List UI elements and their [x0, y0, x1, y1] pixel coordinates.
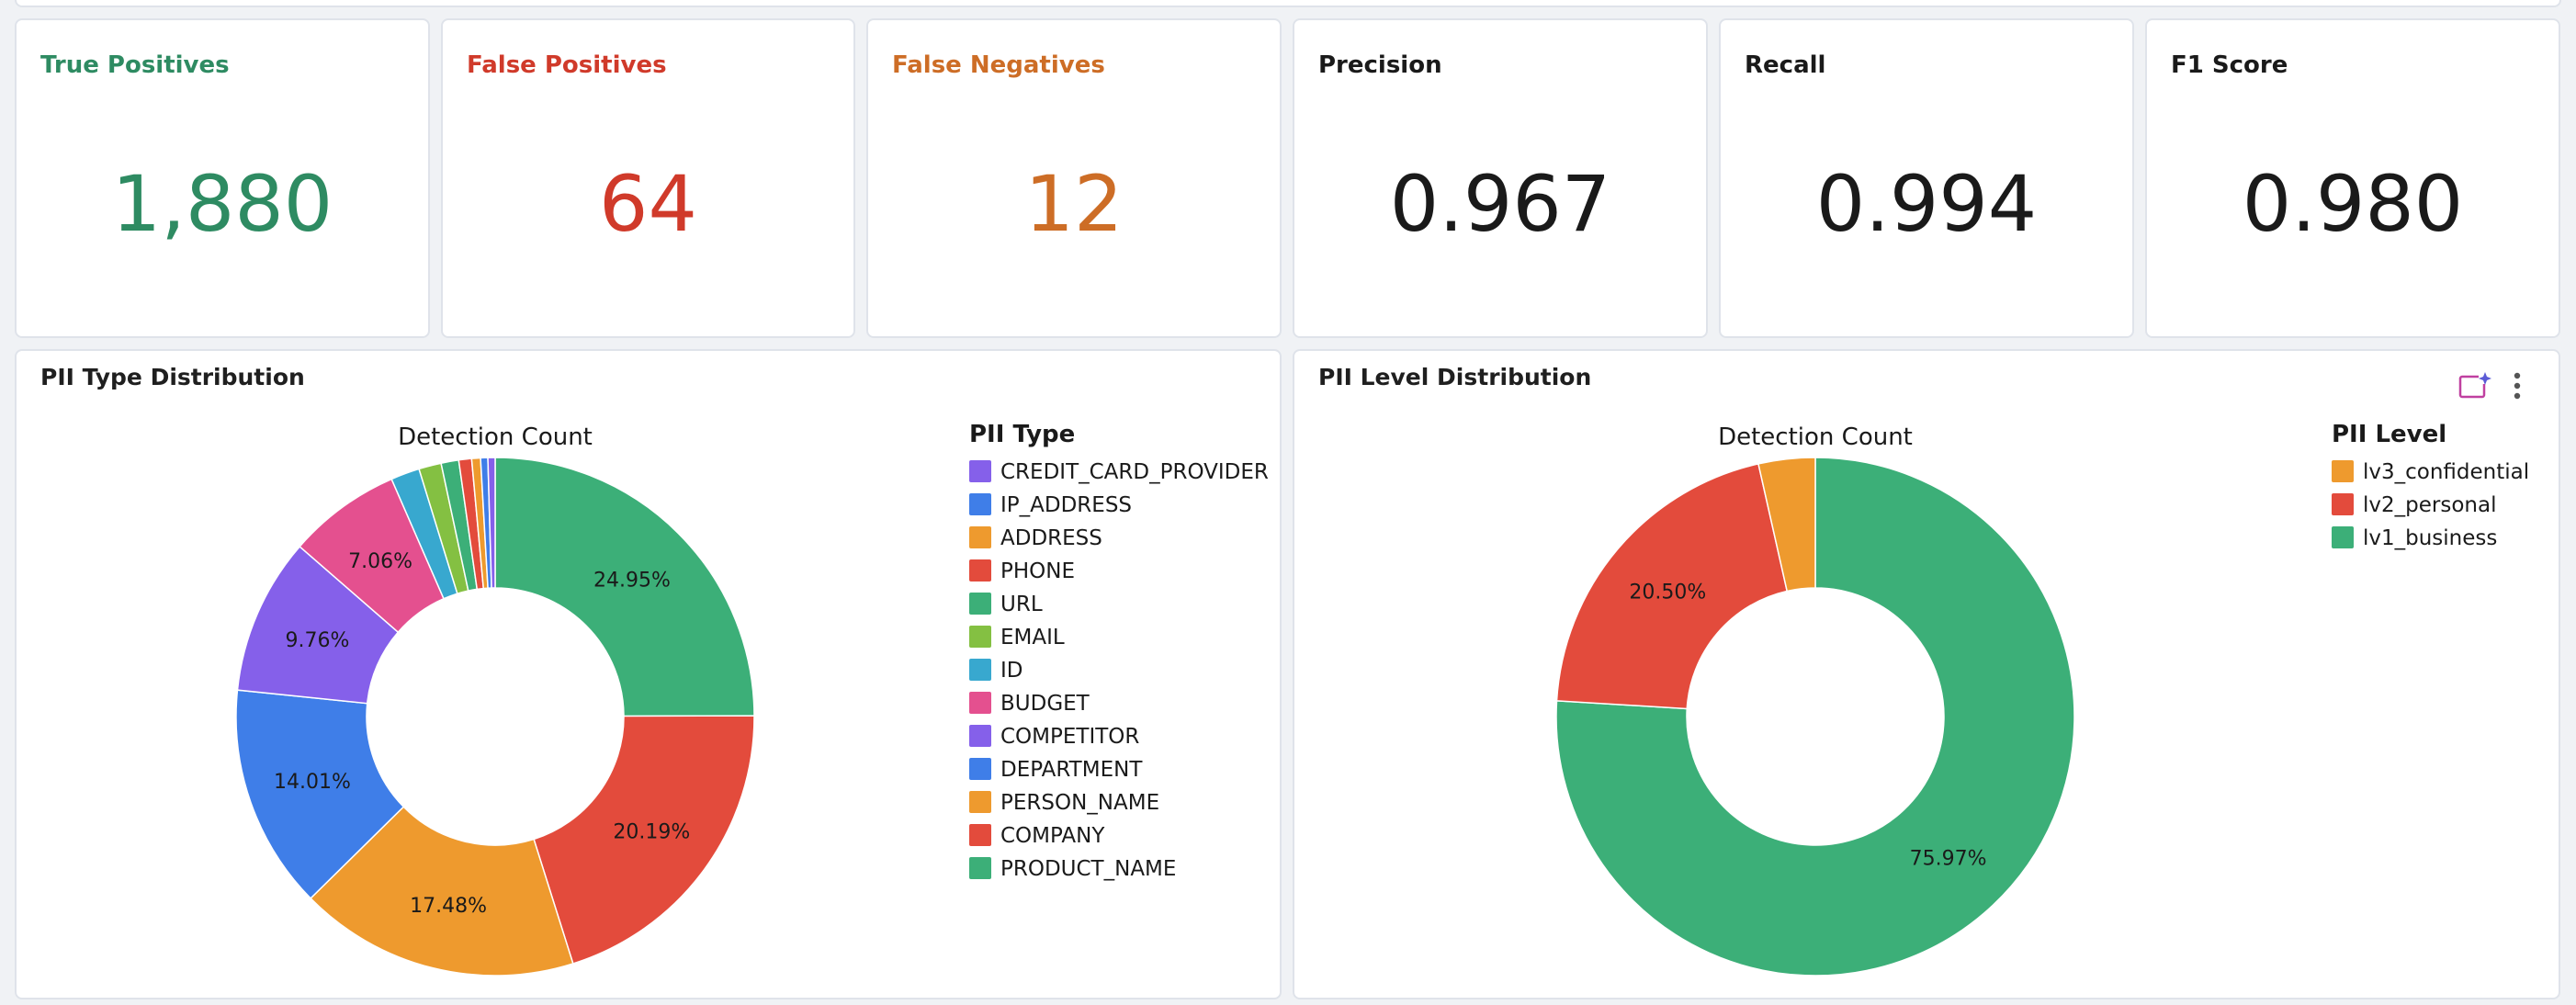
pie-slice-product-name[interactable] — [494, 457, 755, 717]
legend-entry[interactable]: lv2_personal — [2363, 493, 2496, 517]
kpi-value: 0.980 — [2242, 159, 2464, 249]
legend-swatch — [2332, 460, 2354, 482]
donut-chart-1: 75.97% 20.50% Detection Count PII Level lv3_… — [1555, 421, 2529, 977]
kpi-title: F1 Score — [2171, 51, 2288, 79]
slice-data-label: 24.95% — [593, 570, 671, 593]
kpi-card-true-positives: True Positives 1,880 — [15, 18, 430, 338]
pii-type-panel-title: PII Type Distribution — [40, 364, 305, 390]
pii-level-panel-title: PII Level Distribution — [1318, 364, 1592, 390]
kpi-title: False Positives — [467, 51, 667, 79]
legend-swatch — [2332, 526, 2354, 548]
slice-data-label: 17.48% — [410, 895, 487, 918]
legend-swatch — [969, 493, 991, 515]
legend-entry[interactable]: lv1_business — [2363, 526, 2497, 550]
legend-swatch — [2332, 493, 2354, 515]
pie-slice-credit-card-provider[interactable] — [487, 457, 496, 589]
legend-swatch — [969, 725, 991, 747]
legend-swatch — [969, 758, 991, 780]
legend-swatch — [969, 526, 991, 548]
legend-swatch — [969, 692, 991, 714]
chart-title: Detection Count — [1718, 423, 1913, 451]
legend-swatch — [969, 857, 991, 879]
legend-entry[interactable]: PERSON_NAME — [1000, 791, 1159, 815]
legend-entry[interactable]: lv3_confidential — [2363, 460, 2529, 484]
pii-level-panel-actions — [2458, 371, 2523, 404]
slice-data-label: 75.97% — [1910, 848, 1987, 871]
legend-entry[interactable]: ID — [1000, 659, 1023, 683]
legend-entry[interactable]: COMPETITOR — [1000, 725, 1139, 749]
kpi-value: 12 — [1024, 159, 1124, 249]
legend-entry[interactable]: BUDGET — [1000, 692, 1090, 716]
legend-swatch — [969, 824, 991, 846]
kpi-value: 1,880 — [111, 159, 333, 249]
legend-title: PII Level — [2332, 421, 2446, 448]
legend-swatch — [969, 593, 991, 615]
legend-swatch — [969, 791, 991, 813]
legend-swatch — [969, 626, 991, 648]
legend-title: PII Type — [969, 421, 1075, 448]
legend-entry[interactable]: COMPANY — [1000, 824, 1105, 848]
kpi-value: 64 — [599, 159, 697, 249]
pie-slice-department[interactable] — [235, 689, 405, 899]
legend-swatch — [969, 460, 991, 482]
pie-slice-lv2-personal[interactable] — [1555, 463, 1789, 710]
pie-slice-lv3-confidential[interactable] — [1757, 457, 1816, 593]
kpi-title: Precision — [1318, 51, 1442, 79]
legend-entry[interactable]: DEPARTMENT — [1000, 758, 1143, 782]
more-vertical-icon[interactable] — [2512, 371, 2523, 404]
slice-data-label: 7.06% — [348, 550, 412, 573]
pie-slice-company[interactable] — [533, 715, 755, 965]
kpi-value: 0.994 — [1815, 159, 2038, 249]
legend-entry[interactable]: IP_ADDRESS — [1000, 493, 1132, 517]
kpi-title: False Negatives — [892, 51, 1105, 79]
pie-slice-lv1-business[interactable] — [1555, 457, 2075, 977]
kpi-value: 0.967 — [1389, 159, 1611, 249]
legend-swatch — [969, 659, 991, 681]
slice-data-label: 20.50% — [1629, 581, 1706, 604]
slice-data-label: 9.76% — [285, 629, 349, 652]
kpi-card-precision: Precision 0.967 — [1293, 18, 1708, 338]
legend-entry[interactable]: CREDIT_CARD_PROVIDER — [1000, 460, 1269, 484]
kpi-card-f1-score: F1 Score 0.980 — [2145, 18, 2560, 338]
slice-data-label: 20.19% — [613, 821, 690, 844]
legend-entry[interactable]: ADDRESS — [1000, 526, 1102, 550]
sparkle-chart-icon[interactable] — [2458, 371, 2491, 404]
legend-swatch — [969, 559, 991, 582]
kpi-card-false-positives: False Positives 64 — [441, 18, 855, 338]
kpi-card-false-negatives: False Negatives 12 — [866, 18, 1282, 338]
pie-slice-person-name[interactable] — [310, 806, 574, 977]
slice-data-label: 14.01% — [274, 771, 351, 794]
legend-entry[interactable]: URL — [1000, 593, 1043, 616]
legend-entry[interactable]: PRODUCT_NAME — [1000, 857, 1176, 881]
kpi-title: Recall — [1745, 51, 1826, 79]
legend-entry[interactable]: EMAIL — [1000, 626, 1065, 649]
chart-title: Detection Count — [398, 423, 593, 451]
legend-entry[interactable]: PHONE — [1000, 559, 1075, 583]
donut-chart-0: 24.95% 20.19% 17.48% 14.01% 9.76% 7.06% Detect… — [235, 421, 1269, 977]
kpi-card-recall: Recall 0.994 — [1719, 18, 2134, 338]
kpi-title: True Positives — [40, 51, 230, 79]
